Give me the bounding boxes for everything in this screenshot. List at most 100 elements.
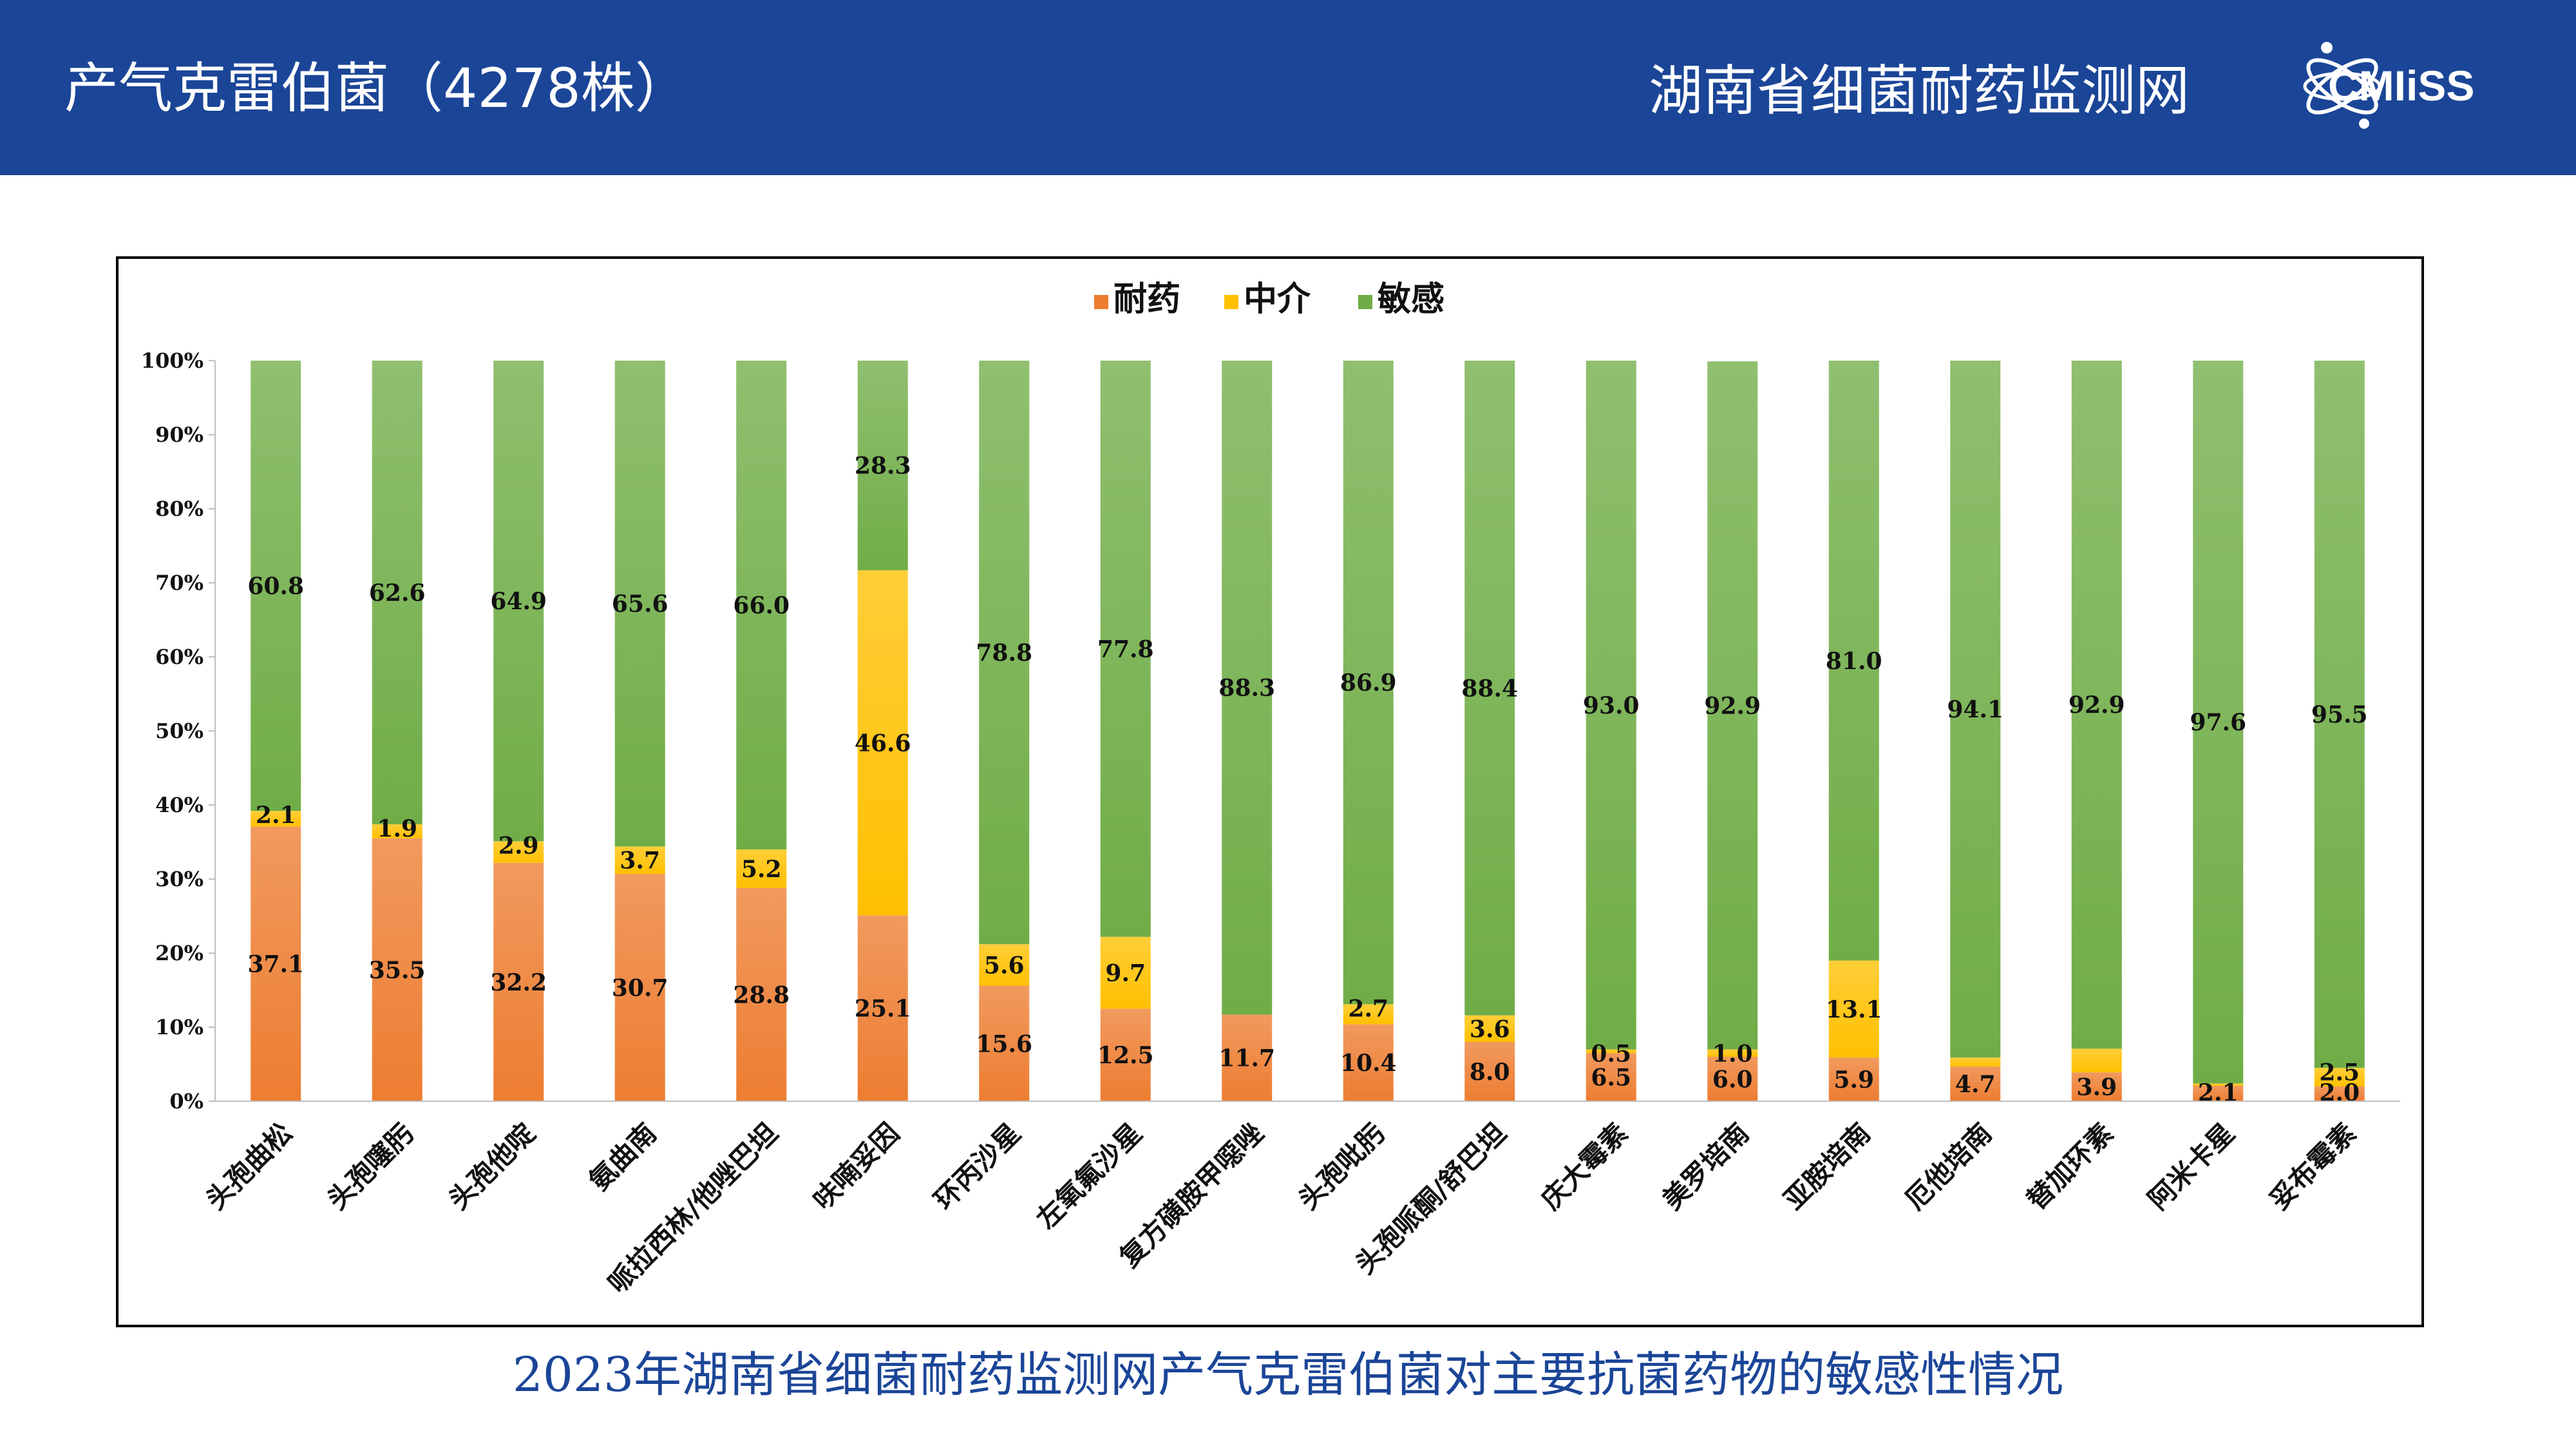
bar-segment-s (1464, 361, 1515, 1016)
data-label-s: 77.8 (1097, 636, 1154, 663)
data-label-i: 3.7 (620, 848, 660, 875)
bar-segment-s (2193, 361, 2244, 1084)
bar-segment-s (1343, 361, 1394, 1005)
data-label-s: 93.0 (1583, 692, 1640, 719)
data-label-r: 4.7 (1955, 1071, 1996, 1098)
data-label-r: 28.8 (733, 981, 790, 1009)
data-label-s: 97.6 (2190, 709, 2246, 736)
cmiiss-logo-graphic: CMIiSS (2303, 42, 2474, 129)
data-label-r: 6.0 (1712, 1066, 1753, 1094)
bar-segment-i (1828, 960, 1879, 1058)
bar-segment-s (1100, 361, 1151, 937)
data-label-i: 46.6 (855, 730, 911, 757)
bar-segment-r (1343, 1024, 1394, 1101)
bar-segment-r (2071, 1072, 2122, 1101)
bar-segment-r (372, 838, 422, 1101)
legend-swatch-1 (1224, 295, 1238, 309)
x-tick-label: 头孢他啶 (442, 1117, 541, 1215)
x-tick-label: 厄他培南 (1899, 1117, 1998, 1215)
bar-segment-i (2314, 1068, 2365, 1086)
bar-segment-s (493, 361, 544, 842)
bar-segment-i (372, 824, 422, 838)
x-tick-label: 头孢噻肟 (321, 1117, 419, 1215)
bar-segment-s (1586, 361, 1636, 1050)
data-label-s: 62.6 (369, 580, 426, 607)
bar-segment-r (1586, 1053, 1636, 1101)
bar-segment-r (2193, 1085, 2244, 1101)
y-axis: 0% 10% 20% 30% 40% 50% 60% 70% 80% 90% 100% (141, 348, 216, 1113)
data-label-s: 94.1 (1947, 696, 2003, 723)
x-tick-label: 头孢曲松 (200, 1117, 298, 1215)
bar-segment-s (372, 361, 422, 824)
data-label-i: 0.5 (1591, 1041, 1631, 1068)
bar-segment-i (1343, 1004, 1394, 1025)
bar-segment-i (1464, 1015, 1515, 1042)
data-label-i: 5.2 (741, 856, 782, 883)
data-label-r: 10.4 (1340, 1050, 1397, 1077)
bar-segment-s (979, 361, 1030, 945)
x-tick-label: 氨曲南 (583, 1117, 663, 1197)
data-label-r: 3.9 (2076, 1074, 2117, 1101)
legend-label-0: 耐药 (1113, 280, 1180, 319)
data-label-s: 95.5 (2311, 701, 2368, 728)
bar-segment-r (1950, 1066, 2001, 1101)
stacked-bar-chart: 耐药 中介 敏感 0% 10% 20% 30% 40% 50% 60% 70% 80% 90% 100%… (141, 280, 2400, 1300)
bar-segment-r (857, 915, 908, 1101)
x-tick-label: 头孢吡肟 (1292, 1117, 1390, 1215)
y-tick-label: 70% (155, 571, 204, 595)
y-tick-label: 20% (155, 941, 204, 965)
data-label-s: 66.0 (733, 592, 790, 620)
data-label-r: 25.1 (855, 996, 911, 1023)
data-label-i: 2.9 (498, 832, 539, 859)
bar-segment-i (2193, 1083, 2244, 1086)
bar-segment-s (1828, 361, 1879, 961)
y-tick-label: 10% (155, 1015, 204, 1039)
x-tick-label: 庆大霉素 (1535, 1117, 1633, 1215)
x-tick-label: 左氧氟沙星 (1030, 1117, 1148, 1235)
data-label-i: 2.5 (2319, 1059, 2360, 1086)
legend-swatch-2 (1358, 295, 1372, 309)
data-label-i: 9.7 (1105, 960, 1146, 987)
bar-segment-s (1950, 361, 2001, 1058)
x-tick-label: 妥布霉素 (2263, 1117, 2362, 1215)
bar-segment-i (736, 849, 787, 888)
x-tick-label: 阿米卡星 (2142, 1117, 2240, 1215)
chart-frame: 耐药 中介 敏感 0% 10% 20% 30% 40% 50% 60% 70% 80% 90% 100%… (116, 256, 2424, 1327)
bar-segment-r (614, 873, 665, 1101)
bar-segment-s (1222, 361, 1273, 1015)
bar-segment-i (857, 570, 908, 916)
data-label-r: 12.5 (1097, 1042, 1154, 1069)
chart-caption: 2023年湖南省细菌耐药监测网产气克雷伯菌对主要抗菌药物的敏感性情况 (512, 1347, 2064, 1403)
slide-title: 产气克雷伯菌（4278株） (64, 57, 689, 120)
bar-segment-r (979, 985, 1030, 1101)
x-tick-label: 替加环素 (2020, 1117, 2119, 1215)
bar-segment-r (1464, 1042, 1515, 1101)
data-label-s: 88.4 (1461, 675, 1518, 702)
x-tick-label: 美罗培南 (1656, 1117, 1755, 1215)
y-tick-label: 100% (141, 348, 204, 373)
bar-segment-s (736, 361, 787, 849)
legend-label-2: 敏感 (1378, 280, 1444, 319)
bar-segment-i (493, 841, 544, 863)
bars: 37.1 2.1 60.8 35.5 1.9 62.6 32.2 2.9 64.9 30.7 3.7… (247, 361, 2368, 1106)
bar-segment-r (493, 862, 544, 1101)
data-label-r: 6.5 (1591, 1065, 1631, 1092)
data-label-r: 2.1 (2198, 1079, 2239, 1106)
x-tick-label: 亚胺培南 (1777, 1117, 1876, 1215)
x-tick-label: 环丙沙星 (928, 1117, 1027, 1215)
data-label-i: 13.1 (1826, 996, 1882, 1023)
data-label-r: 11.7 (1218, 1045, 1275, 1072)
data-label-r: 30.7 (612, 974, 668, 1001)
bar-segment-i (251, 811, 301, 827)
bar-segment-r (2314, 1086, 2365, 1101)
y-tick-label: 40% (155, 793, 204, 817)
data-label-s: 65.6 (612, 591, 668, 618)
bar-segment-s (857, 361, 908, 571)
data-label-s: 64.9 (490, 588, 547, 615)
data-label-i: 1.9 (377, 815, 417, 842)
bar-segment-i (1707, 1049, 1758, 1057)
data-label-s: 92.9 (2069, 692, 2125, 719)
data-label-s: 60.8 (247, 573, 304, 600)
bar-segment-i (1950, 1057, 2001, 1066)
